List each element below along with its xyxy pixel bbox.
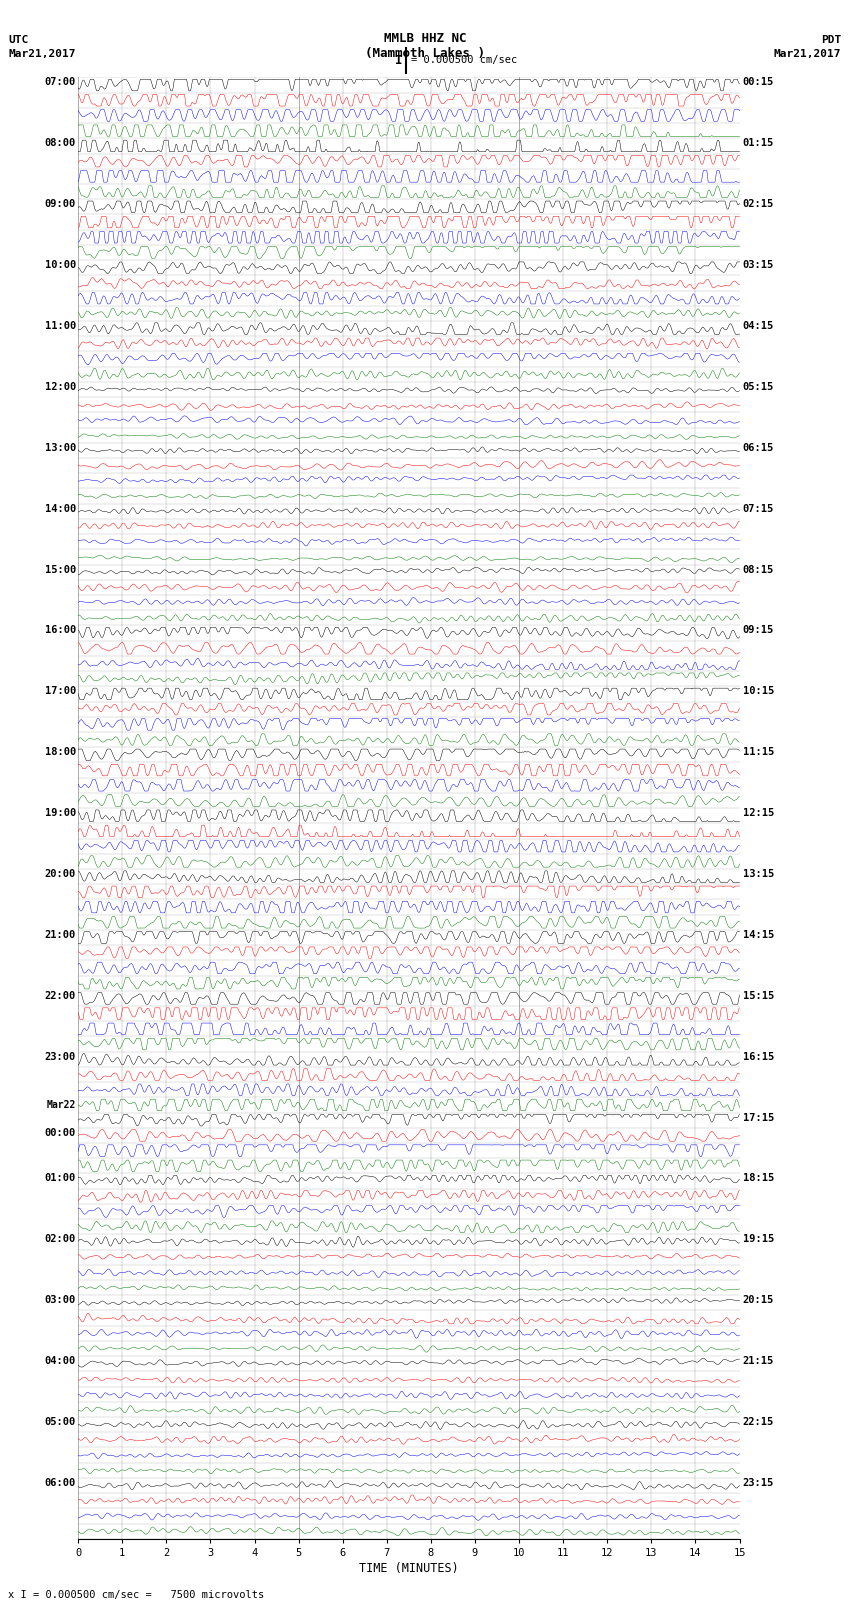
Text: 12:15: 12:15	[743, 808, 774, 818]
Text: 23:00: 23:00	[44, 1052, 76, 1061]
Text: UTC: UTC	[8, 35, 29, 45]
Text: 18:15: 18:15	[743, 1174, 774, 1184]
Text: 18:00: 18:00	[44, 747, 76, 756]
Text: 02:15: 02:15	[743, 200, 774, 210]
Text: 06:15: 06:15	[743, 442, 774, 453]
Text: 05:00: 05:00	[44, 1418, 76, 1428]
Text: PDT: PDT	[821, 35, 842, 45]
Text: 02:00: 02:00	[44, 1234, 76, 1244]
Text: 00:00: 00:00	[44, 1127, 76, 1137]
Text: 07:15: 07:15	[743, 503, 774, 513]
Text: 10:00: 10:00	[44, 260, 76, 269]
Text: 15:15: 15:15	[743, 990, 774, 1000]
Text: 04:15: 04:15	[743, 321, 774, 331]
Text: 12:00: 12:00	[44, 382, 76, 392]
Text: 10:15: 10:15	[743, 687, 774, 697]
Text: 08:15: 08:15	[743, 565, 774, 574]
Text: 11:00: 11:00	[44, 321, 76, 331]
Text: 05:15: 05:15	[743, 382, 774, 392]
Text: I: I	[394, 53, 402, 68]
Text: 01:15: 01:15	[743, 139, 774, 148]
Text: 03:15: 03:15	[743, 260, 774, 269]
Text: 09:00: 09:00	[44, 200, 76, 210]
Text: 19:15: 19:15	[743, 1234, 774, 1244]
Text: 15:00: 15:00	[44, 565, 76, 574]
Text: (Mammoth Lakes ): (Mammoth Lakes )	[365, 47, 485, 60]
Text: 01:00: 01:00	[44, 1174, 76, 1184]
Text: x I = 0.000500 cm/sec =   7500 microvolts: x I = 0.000500 cm/sec = 7500 microvolts	[8, 1590, 264, 1600]
Text: = 0.000500 cm/sec: = 0.000500 cm/sec	[411, 55, 517, 66]
Text: 14:00: 14:00	[44, 503, 76, 513]
Text: MMLB HHZ NC: MMLB HHZ NC	[383, 32, 467, 45]
Text: 19:00: 19:00	[44, 808, 76, 818]
Text: 13:00: 13:00	[44, 442, 76, 453]
Text: 00:15: 00:15	[743, 77, 774, 87]
Text: 03:00: 03:00	[44, 1295, 76, 1305]
Text: 11:15: 11:15	[743, 747, 774, 756]
Text: 16:00: 16:00	[44, 626, 76, 636]
Text: 20:15: 20:15	[743, 1295, 774, 1305]
X-axis label: TIME (MINUTES): TIME (MINUTES)	[359, 1561, 459, 1574]
Text: 22:00: 22:00	[44, 990, 76, 1000]
Text: 21:00: 21:00	[44, 929, 76, 940]
Text: Mar21,2017: Mar21,2017	[8, 50, 76, 60]
Text: 08:00: 08:00	[44, 139, 76, 148]
Text: Mar22: Mar22	[47, 1100, 76, 1110]
Text: 21:15: 21:15	[743, 1357, 774, 1366]
Text: 16:15: 16:15	[743, 1052, 774, 1061]
Text: 23:15: 23:15	[743, 1478, 774, 1487]
Text: 20:00: 20:00	[44, 869, 76, 879]
Text: Mar21,2017: Mar21,2017	[774, 50, 842, 60]
Text: 09:15: 09:15	[743, 626, 774, 636]
Text: 22:15: 22:15	[743, 1418, 774, 1428]
Text: 07:00: 07:00	[44, 77, 76, 87]
Text: 14:15: 14:15	[743, 929, 774, 940]
Text: 17:15: 17:15	[743, 1113, 774, 1123]
Text: 17:00: 17:00	[44, 687, 76, 697]
Text: 06:00: 06:00	[44, 1478, 76, 1487]
Text: 13:15: 13:15	[743, 869, 774, 879]
Text: 04:00: 04:00	[44, 1357, 76, 1366]
